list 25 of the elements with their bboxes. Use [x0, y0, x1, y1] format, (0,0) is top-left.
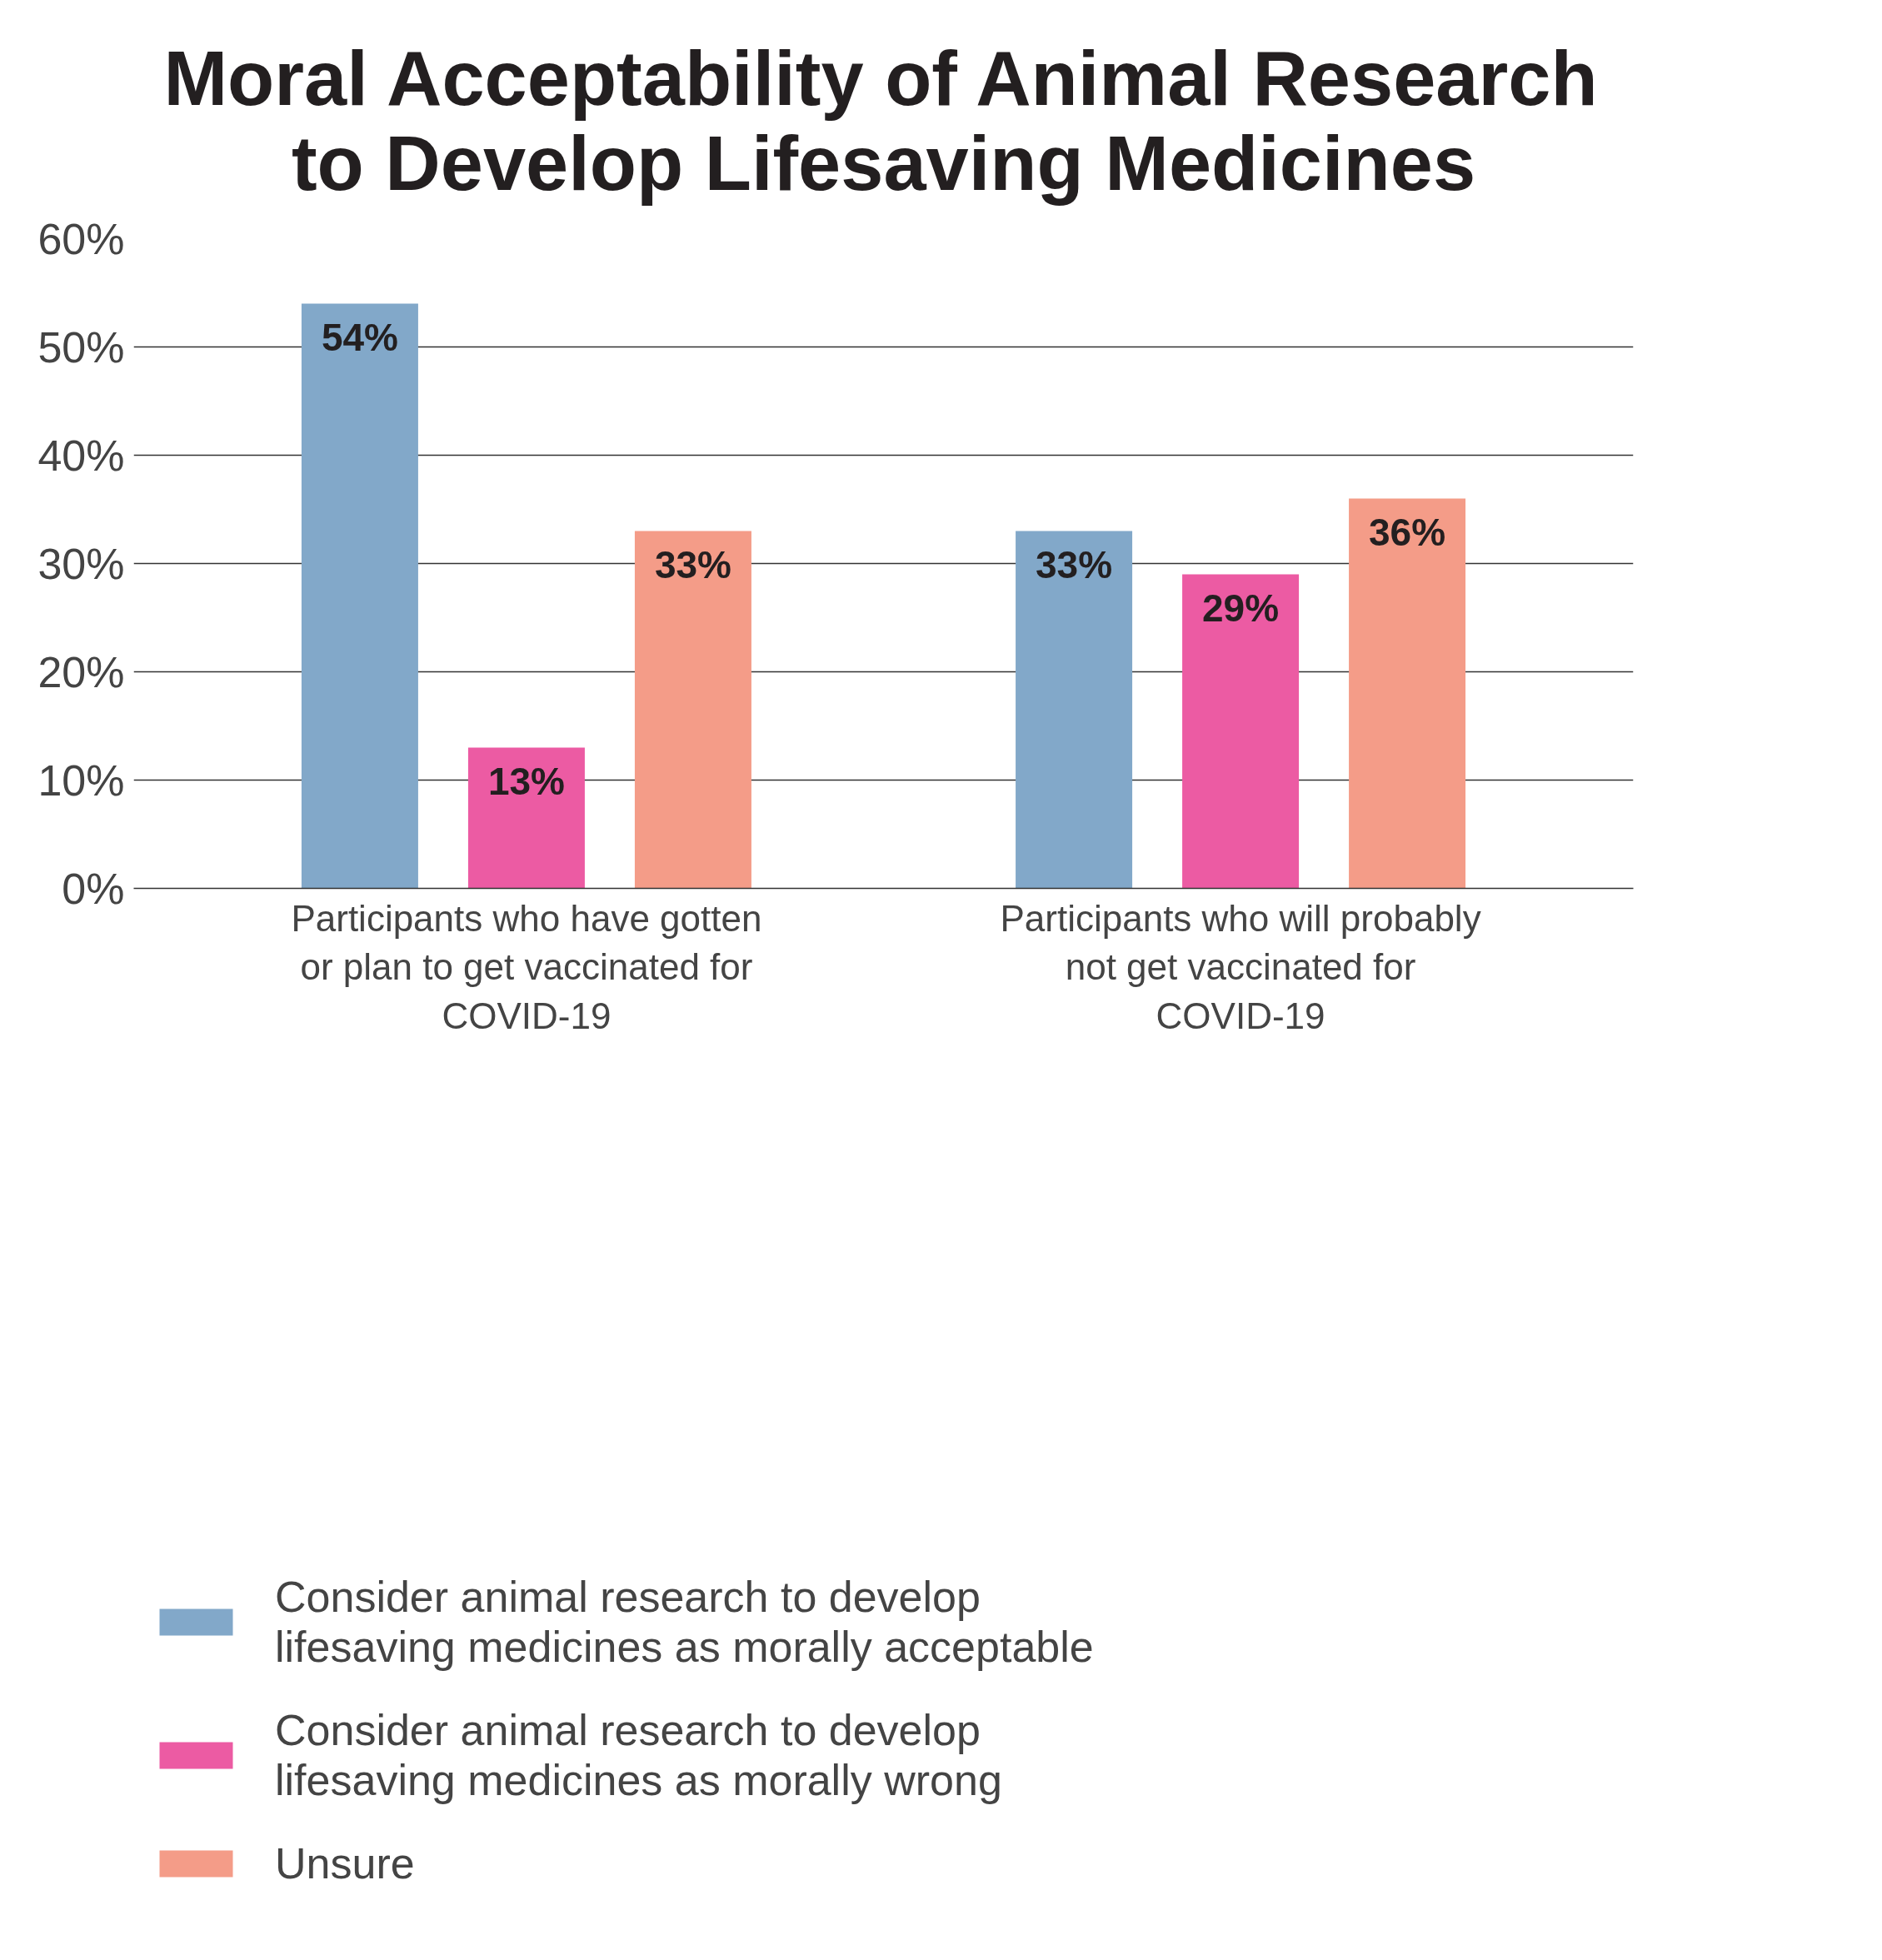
y-tick-label: 20% [37, 647, 125, 696]
bar [301, 303, 418, 889]
x-tick-label: Participants who have gotten or plan to get vaccinated for COVID-19 [291, 897, 762, 1037]
chart-title: Moral Acceptability of Animal Research to Develop Lifesaving Medicines [163, 35, 1598, 206]
bar [1349, 498, 1466, 889]
legend-label: Unsure [275, 1838, 415, 1888]
y-tick-label: 40% [37, 431, 125, 480]
y-tick-label: 10% [37, 756, 125, 805]
y-tick-label: 60% [37, 214, 125, 263]
bar [1182, 574, 1300, 889]
legend-label: Consider animal research to develop lifesaving medicines as morally wrong [275, 1705, 1002, 1805]
text: 33% [654, 542, 731, 586]
text: 36% [1369, 510, 1446, 554]
text: 33% [1036, 542, 1113, 586]
y-tick-label: 0% [62, 864, 125, 913]
text: 54% [321, 315, 398, 359]
x-tick-label: Participants who will probably not get vaccinated for COVID-19 [1000, 897, 1481, 1037]
y-tick-label: 30% [37, 539, 125, 588]
bar [634, 531, 751, 889]
bar [467, 747, 585, 889]
text: 13% [487, 759, 565, 803]
legend-label: Consider animal research to develop lifesaving medicines as morally acceptable [275, 1572, 1094, 1672]
bar [1016, 531, 1133, 889]
y-tick-label: 50% [37, 322, 125, 372]
text: 29% [1202, 586, 1280, 630]
